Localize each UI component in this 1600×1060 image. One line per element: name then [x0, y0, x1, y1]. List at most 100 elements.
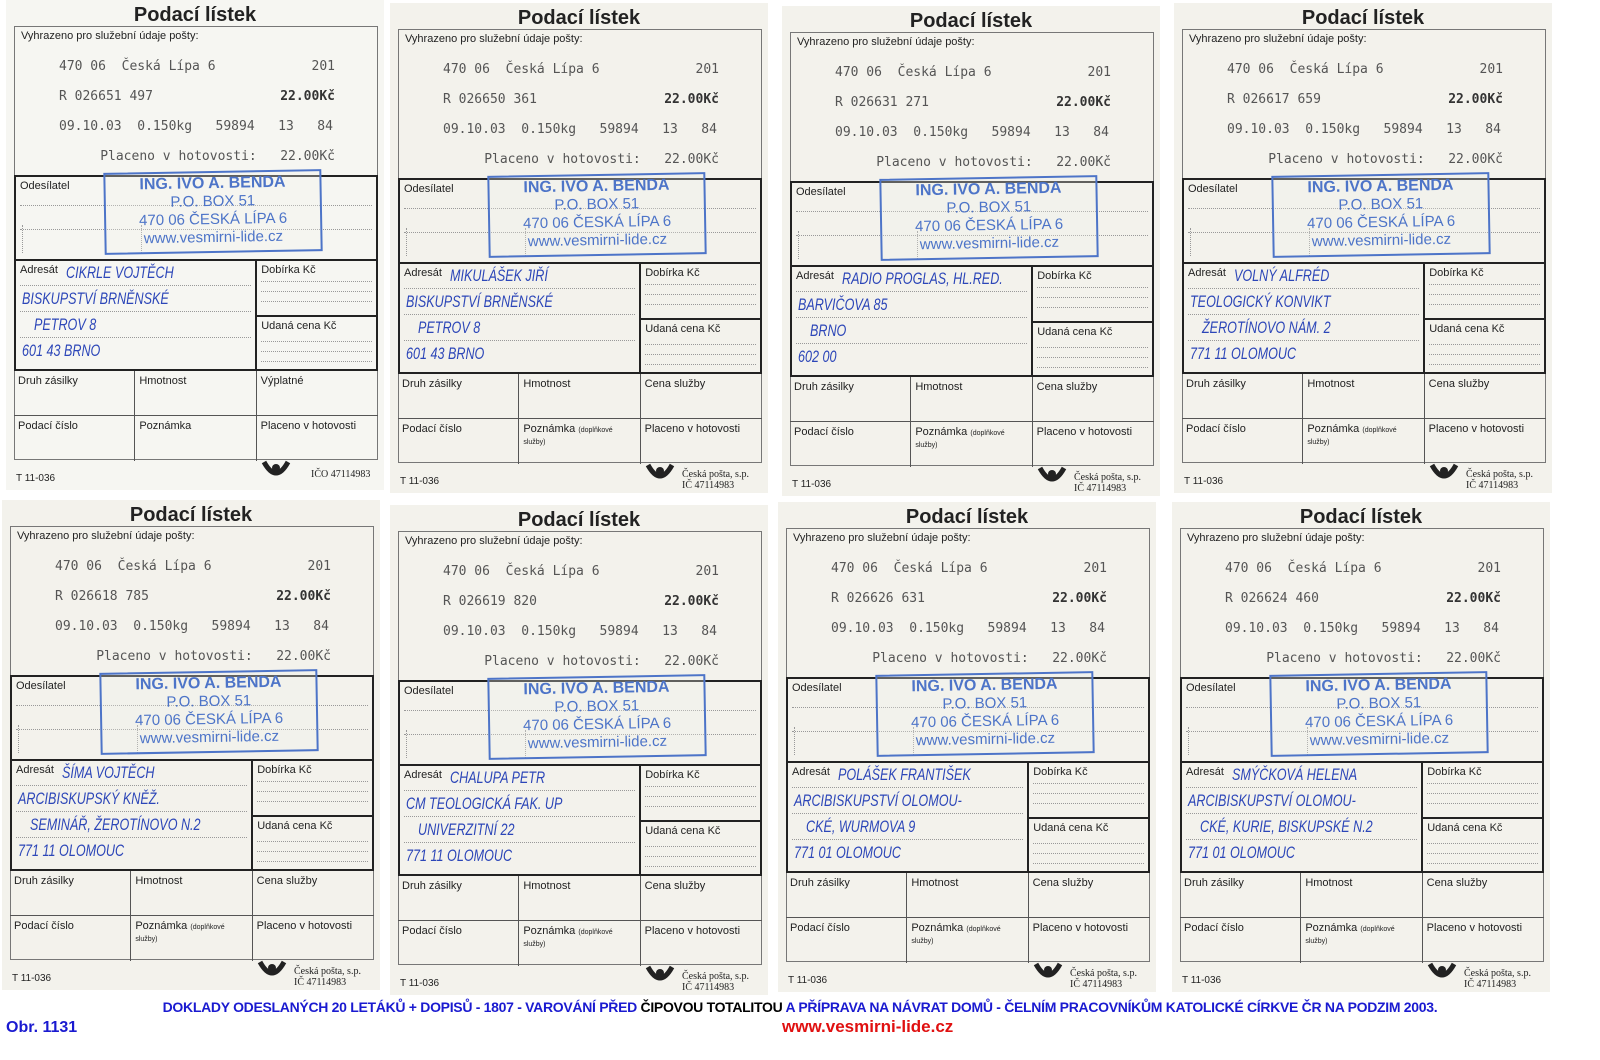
- handwritten-address-line: PETROV 8: [34, 315, 97, 334]
- ceska-posta-logo-icon: [261, 460, 291, 480]
- dotted-line: [261, 281, 372, 282]
- dotted-line: [796, 317, 1028, 318]
- service-grid: Druh zásilky Hmotnost Cena služby Podací čí…: [786, 873, 1150, 963]
- handwritten-address-line: MIKULÁŠEK JIŘÍ: [450, 266, 548, 285]
- addressee-label: Adresát: [792, 766, 830, 778]
- dotted-line: [1188, 232, 1540, 233]
- company-id: IČ 47114983: [682, 480, 735, 491]
- dotted-line: [1033, 783, 1144, 784]
- company-info: Česká pošta, s.p. IČ 47114983: [1074, 472, 1141, 494]
- handwritten-address-line: CHALUPA PETR: [450, 768, 546, 787]
- receipt-title: Podací lístek: [905, 506, 1029, 528]
- number-cell: Podací číslo: [10, 916, 132, 961]
- post-office: 470 06 Česká Lípa 6: [1227, 62, 1384, 77]
- dotted-line: [645, 856, 756, 857]
- sender-section: Odesílatel ING. IVO A. BENDA P.O. BOX 51 47…: [10, 669, 374, 761]
- dotted-line: [645, 866, 756, 867]
- sender-label: Odesílatel: [404, 685, 454, 697]
- dotted-line: [404, 288, 636, 289]
- dotted-line: [1429, 284, 1540, 285]
- company-name: Česká pošta, s.p.: [1464, 968, 1531, 979]
- handwritten-address-line: RADIO PROGLAS, HL.RED.: [842, 269, 1003, 288]
- stamp-web: www.vesmirni-lide.cz: [915, 729, 1056, 750]
- declared-value-label: Udaná cena Kč: [1037, 326, 1113, 338]
- form-code: T 11-036: [400, 476, 440, 487]
- handwritten-address-line: PETROV 8: [418, 318, 481, 337]
- price: 22.00Kč: [664, 594, 719, 609]
- dotted-line: [645, 806, 756, 807]
- company-id: IČ 47114983: [294, 977, 347, 988]
- cod-label: Dobírka Kč: [1429, 267, 1484, 279]
- handwritten-address-line: ŠÍMA VOJTĚCH: [62, 763, 155, 782]
- postcode-boxes: [798, 231, 918, 259]
- declared-value-field: Udaná cena Kč: [257, 315, 376, 369]
- dotted-line: [1427, 793, 1538, 794]
- handwritten-address-line: VOLNÝ ALFRÉD: [1234, 266, 1330, 285]
- form-code: T 11-036: [1182, 975, 1222, 986]
- dotted-line: [796, 211, 1148, 212]
- addressee-section: Adresát CHALUPA PETR CM TEOLOGICKÁ FAK. UP…: [398, 766, 762, 876]
- sender-label: Odesílatel: [16, 680, 66, 692]
- dotted-line: [1037, 347, 1148, 348]
- note-cell: Poznámka (doplňkové služby): [131, 916, 253, 961]
- receipt-number: R 026631 271: [835, 95, 929, 110]
- company-id: IČ 47114983: [1464, 979, 1517, 990]
- stamp-web: www.vesmirni-lide.cz: [1311, 230, 1452, 251]
- dotted-line: [645, 354, 756, 355]
- website-link[interactable]: www.vesmirni-lide.cz: [782, 1017, 954, 1036]
- dotted-line: [16, 729, 368, 730]
- ceska-posta-logo-icon: [1037, 466, 1067, 486]
- dotted-line: [1427, 863, 1538, 864]
- declared-value-field: Udaná cena Kč: [641, 318, 760, 372]
- handwritten-address-line: ARCIBISKUPSKÝ KNĚŽ.: [18, 789, 160, 808]
- date-weight-line: 09.10.03 0.150kg 59894 13 84: [1225, 621, 1499, 636]
- dotted-line: [20, 285, 252, 286]
- handwritten-address-line: 602 00: [798, 347, 837, 366]
- note-label: Poznámka: [1305, 922, 1358, 934]
- dotted-line: [1033, 843, 1144, 844]
- dotted-line: [1429, 364, 1540, 365]
- cash-cell: Placeno v hotovosti: [1036, 426, 1133, 438]
- caption-part1: DOKLADY ODESLANÝCH 20 LETÁKŮ + DOPISŮ - …: [162, 999, 641, 1015]
- note-label: Poznámka: [911, 922, 964, 934]
- sender-stamp: ING. IVO A. BENDA P.O. BOX 51 470 06 ČESKÁ…: [879, 175, 1099, 261]
- paid-line: Placeno v hotovosti: 22.00Kč: [100, 149, 335, 164]
- ceska-posta-logo-icon: [1427, 962, 1457, 982]
- dotted-line: [257, 801, 368, 802]
- dotted-line: [645, 284, 756, 285]
- handwritten-address-line: ARCIBISKUPSTVÍ OLOMOU-: [1188, 791, 1356, 810]
- fee-cell: Cena služby: [1028, 873, 1150, 918]
- addressee-field: Adresát CIKRLE VOJTĚCH BISKUPSTVÍ BRNĚNSKÉ…: [16, 261, 258, 369]
- type-cell: Druh zásilky: [1180, 873, 1302, 918]
- addressee-label: Adresát: [404, 769, 442, 781]
- fee-cell: Cena služby: [1422, 873, 1544, 918]
- addressee-field: Adresát POLÁŠEK FRANTIŠEK ARCIBISKUPSTVÍ O…: [788, 763, 1030, 871]
- number-cell: Podací číslo: [398, 921, 520, 966]
- counter-number: 201: [695, 564, 719, 579]
- note-label: Poznámka: [1307, 423, 1360, 435]
- dotted-line: [404, 710, 756, 711]
- cash-cell: Placeno v hotovosti: [1428, 423, 1525, 435]
- declared-value-field: Udaná cena Kč: [641, 820, 760, 874]
- dotted-line: [792, 731, 1144, 732]
- paid-line: Placeno v hotovosti: 22.00Kč: [872, 651, 1107, 666]
- ceska-posta-logo-icon: [645, 965, 675, 985]
- receipt-number: R 026626 631: [831, 591, 925, 606]
- handwritten-address-line: UNIVERZITNÍ 22: [418, 820, 515, 839]
- sender-label: Odesílatel: [1188, 183, 1238, 195]
- weight-cell: Hmotnost: [907, 873, 1029, 918]
- dotted-line: [257, 781, 368, 782]
- type-cell: Druh zásilky: [10, 871, 132, 916]
- number-cell: Podací číslo: [398, 419, 520, 464]
- note-label: Poznámka: [139, 420, 192, 432]
- receipt-frame: Vyhrazeno pro služební údaje pošty: 470 0…: [14, 26, 378, 461]
- counter-number: 201: [311, 59, 335, 74]
- declared-value-field: Udaná cena Kč: [253, 815, 372, 869]
- ceska-posta-logo-icon: [257, 960, 287, 980]
- handwritten-address-line: CIKRLE VOJTĚCH: [66, 263, 174, 282]
- counter-number: 201: [695, 62, 719, 77]
- post-office: 470 06 Česká Lípa 6: [59, 59, 216, 74]
- dotted-line: [404, 314, 636, 315]
- price: 22.00Kč: [1052, 591, 1107, 606]
- receipt-number: R 026624 460: [1225, 591, 1319, 606]
